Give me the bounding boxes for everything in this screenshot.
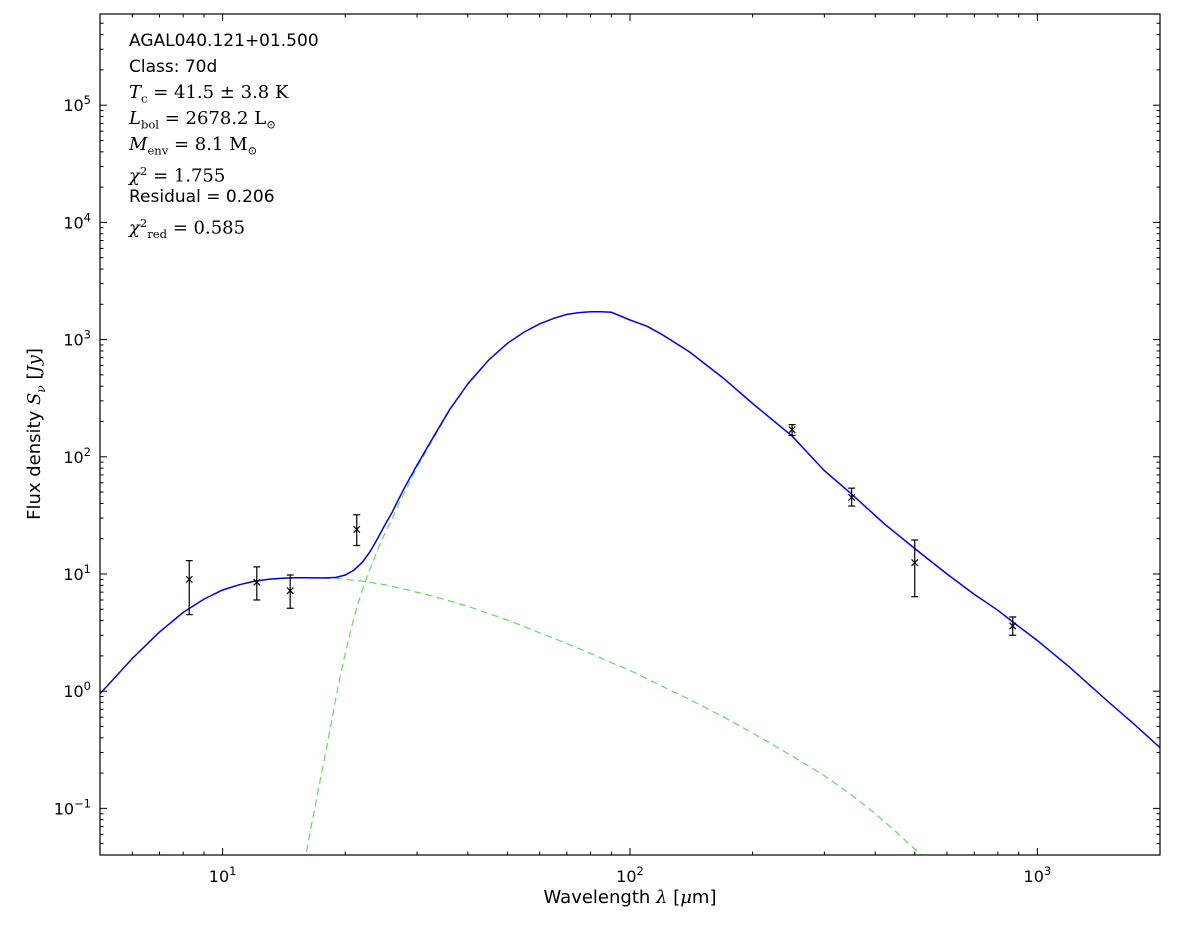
annotation-temperature: Tc = 41.5 ± 3.8 K [129, 82, 289, 106]
annotation-chi-squared-reduced: χ2red = 0.585 [129, 216, 246, 242]
annotation-luminosity: Lbol = 2678.2 L⊙ [129, 108, 276, 132]
annotation-envelope-mass: Menv = 8.1 M⊙ [129, 134, 258, 158]
data-point [286, 574, 294, 609]
data-point [253, 566, 261, 601]
annotation-chi-squared: χ2 = 1.755 [129, 164, 226, 187]
tick-label: 105 [63, 93, 91, 115]
tick-label: 104 [63, 210, 91, 232]
data-point [1009, 616, 1017, 636]
data-point [911, 539, 919, 598]
warm-component-curve [100, 577, 922, 855]
total-model-curve [100, 310, 1160, 749]
axes-frame [99, 13, 1161, 856]
tick-label: 101 [63, 562, 91, 584]
tick-label: 10−1 [54, 796, 91, 818]
tick-label: 100 [63, 679, 91, 701]
cold-component-curve [305, 343, 508, 855]
curves [100, 310, 1160, 855]
data-point [353, 514, 361, 547]
annotation-block: AGAL040.121+01.500 Class: 70d Tc = 41.5 ± … [129, 28, 319, 242]
tick-label: 103 [1024, 864, 1052, 886]
annotation-residual: Residual = 0.206 [129, 187, 275, 207]
x-axis-label: Wavelength λ [μm] [543, 887, 717, 908]
tick-label: 101 [209, 864, 237, 886]
tick-label: 103 [63, 328, 91, 350]
annotation-class-label: Class: 70d [129, 57, 218, 77]
tick-label: 102 [63, 445, 91, 467]
tick-label: 102 [616, 864, 644, 886]
data-points [185, 424, 1017, 636]
annotation-source-name: AGAL040.121+01.500 [129, 31, 319, 51]
y-axis-label: Flux density Sν [Jy] [24, 348, 48, 520]
data-point [848, 487, 856, 507]
data-point [788, 424, 796, 437]
data-point [185, 560, 193, 616]
